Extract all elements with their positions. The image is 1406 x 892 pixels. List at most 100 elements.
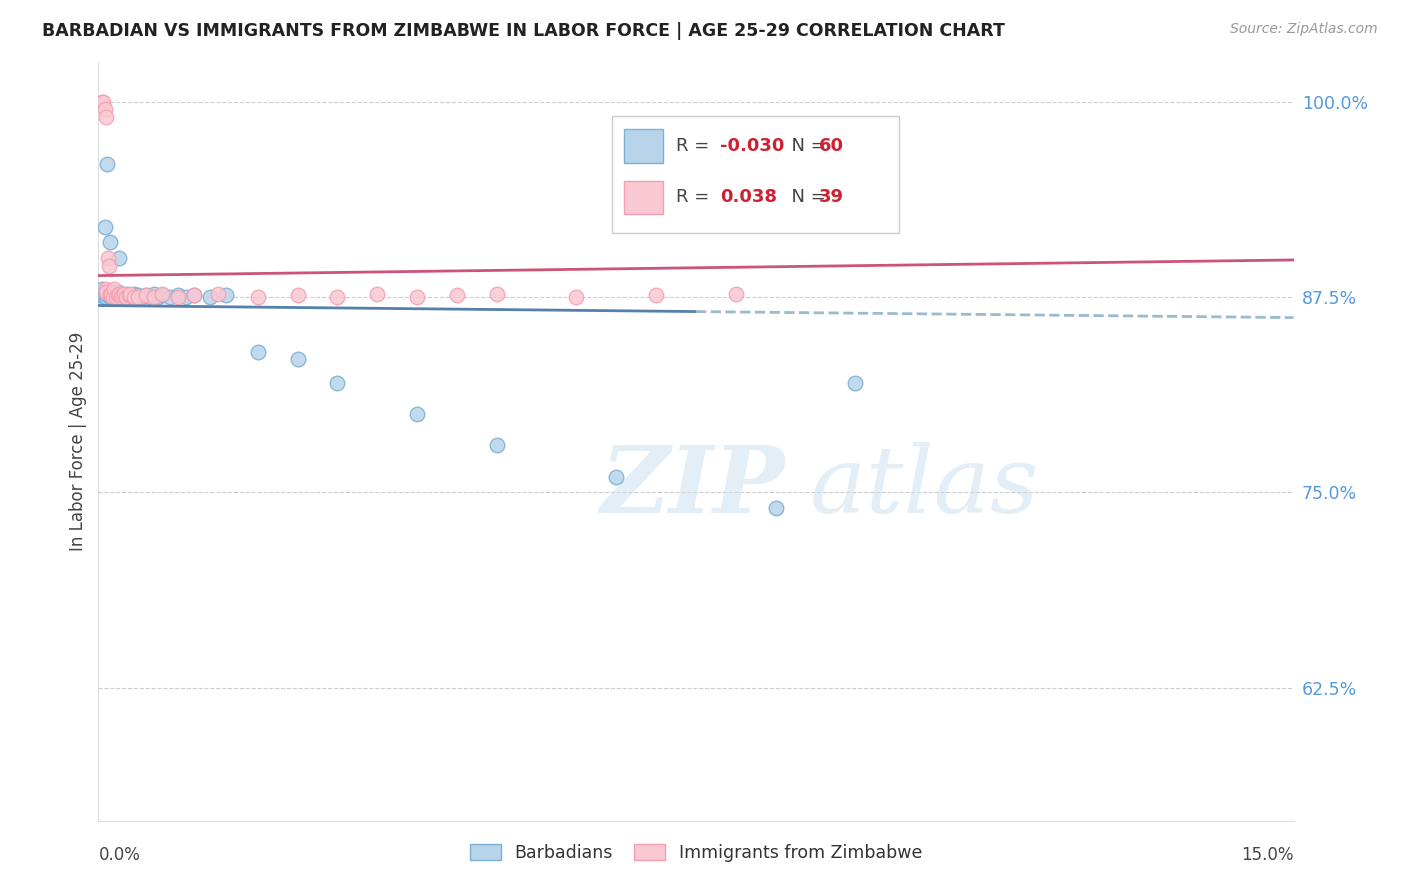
- Point: [107, 288, 129, 302]
- Point: [91, 95, 114, 109]
- Point: [96, 290, 118, 304]
- Point: [246, 344, 269, 359]
- Point: [103, 288, 125, 302]
- Point: [287, 352, 309, 367]
- Point: [97, 259, 120, 273]
- Point: [198, 290, 221, 304]
- Point: [124, 290, 146, 304]
- Point: [125, 290, 148, 304]
- Text: N =: N =: [780, 188, 831, 206]
- Point: [110, 290, 132, 304]
- Point: [148, 290, 170, 304]
- Point: [135, 288, 157, 302]
- Point: [112, 286, 135, 301]
- Point: [114, 288, 136, 302]
- Text: 60: 60: [820, 136, 844, 155]
- Point: [94, 110, 117, 124]
- Point: [112, 290, 135, 304]
- Point: [124, 286, 146, 301]
- Point: [101, 290, 124, 304]
- Point: [326, 290, 349, 304]
- Point: [103, 290, 125, 304]
- Point: [101, 286, 124, 301]
- Point: [115, 290, 138, 304]
- Point: [91, 288, 114, 302]
- Text: R =: R =: [676, 188, 720, 206]
- Point: [120, 286, 142, 301]
- Point: [120, 288, 142, 302]
- Point: [150, 288, 173, 302]
- Point: [107, 288, 129, 302]
- Point: [111, 286, 134, 301]
- Text: R =: R =: [676, 136, 714, 155]
- Point: [215, 288, 238, 302]
- Point: [96, 282, 118, 296]
- Point: [207, 286, 229, 301]
- Point: [108, 286, 131, 301]
- Point: [246, 290, 269, 304]
- Point: [131, 290, 153, 304]
- Point: [100, 288, 122, 302]
- Point: [98, 290, 121, 304]
- Point: [139, 290, 162, 304]
- Point: [111, 288, 134, 302]
- Point: [121, 290, 143, 304]
- Point: [143, 290, 166, 304]
- Point: [105, 290, 128, 304]
- Point: [605, 469, 627, 483]
- Point: [108, 251, 131, 265]
- Point: [94, 103, 117, 117]
- Point: [93, 290, 115, 304]
- Point: [135, 288, 157, 302]
- FancyBboxPatch shape: [613, 115, 900, 233]
- Y-axis label: In Labor Force | Age 25-29: In Labor Force | Age 25-29: [69, 332, 87, 551]
- Point: [406, 407, 429, 421]
- Point: [127, 288, 149, 302]
- Legend: Barbadians, Immigrants from Zimbabwe: Barbadians, Immigrants from Zimbabwe: [463, 837, 929, 869]
- Point: [111, 288, 134, 302]
- Point: [127, 290, 149, 304]
- Text: 0.038: 0.038: [720, 188, 778, 206]
- Point: [118, 288, 141, 302]
- Point: [104, 286, 127, 301]
- Point: [107, 286, 129, 301]
- Point: [101, 288, 124, 302]
- Point: [287, 288, 309, 302]
- Point: [104, 290, 127, 304]
- Point: [107, 285, 129, 300]
- Point: [104, 290, 127, 304]
- Text: Source: ZipAtlas.com: Source: ZipAtlas.com: [1230, 22, 1378, 37]
- Point: [98, 235, 122, 250]
- Point: [97, 285, 120, 300]
- Point: [159, 290, 181, 304]
- Point: [167, 290, 190, 304]
- Point: [94, 285, 117, 300]
- Point: [90, 95, 112, 109]
- Point: [110, 290, 132, 304]
- Point: [183, 288, 205, 302]
- Point: [765, 500, 787, 515]
- Point: [174, 290, 197, 304]
- Point: [485, 286, 508, 301]
- FancyBboxPatch shape: [624, 181, 662, 214]
- Point: [97, 251, 120, 265]
- Point: [115, 290, 138, 304]
- Text: 15.0%: 15.0%: [1241, 846, 1294, 863]
- Point: [98, 286, 122, 301]
- Point: [90, 282, 112, 296]
- Point: [446, 288, 468, 302]
- Point: [103, 282, 125, 296]
- Point: [97, 284, 120, 298]
- Text: 0.0%: 0.0%: [98, 846, 141, 863]
- Point: [645, 288, 668, 302]
- Point: [565, 290, 588, 304]
- Point: [115, 286, 138, 301]
- Point: [100, 290, 122, 304]
- Point: [167, 288, 190, 302]
- Point: [98, 286, 122, 301]
- Point: [103, 285, 125, 300]
- Point: [118, 290, 141, 304]
- Point: [94, 219, 117, 234]
- Point: [485, 438, 508, 452]
- FancyBboxPatch shape: [624, 129, 662, 162]
